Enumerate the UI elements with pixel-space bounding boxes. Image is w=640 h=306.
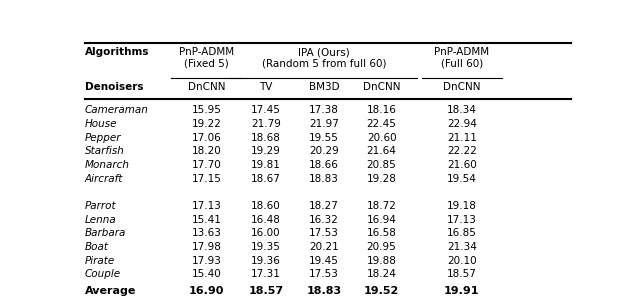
Text: Cameraman: Cameraman <box>85 105 149 115</box>
Text: 16.32: 16.32 <box>309 215 339 225</box>
Text: 17.13: 17.13 <box>447 215 477 225</box>
Text: DnCNN: DnCNN <box>363 82 400 92</box>
Text: 19.55: 19.55 <box>309 133 339 143</box>
Text: 16.94: 16.94 <box>367 215 397 225</box>
Text: 16.85: 16.85 <box>447 228 477 238</box>
Text: 22.22: 22.22 <box>447 146 477 156</box>
Text: BM3D: BM3D <box>308 82 339 92</box>
Text: 20.85: 20.85 <box>367 160 396 170</box>
Text: 17.13: 17.13 <box>191 201 221 211</box>
Text: 16.00: 16.00 <box>251 228 281 238</box>
Text: 20.21: 20.21 <box>309 242 339 252</box>
Text: IPA (Ours)
(Random 5 from full 60): IPA (Ours) (Random 5 from full 60) <box>262 47 386 69</box>
Text: 19.18: 19.18 <box>447 201 477 211</box>
Text: 21.34: 21.34 <box>447 242 477 252</box>
Text: 15.41: 15.41 <box>191 215 221 225</box>
Text: Pepper: Pepper <box>85 133 122 143</box>
Text: PnP-ADMM
(Fixed 5): PnP-ADMM (Fixed 5) <box>179 47 234 69</box>
Text: 17.93: 17.93 <box>191 256 221 266</box>
Text: 18.16: 18.16 <box>367 105 397 115</box>
Text: 19.88: 19.88 <box>367 256 397 266</box>
Text: Parrot: Parrot <box>85 201 116 211</box>
Text: 19.22: 19.22 <box>191 119 221 129</box>
Text: 17.70: 17.70 <box>191 160 221 170</box>
Text: Couple: Couple <box>85 269 121 279</box>
Text: 17.53: 17.53 <box>309 228 339 238</box>
Text: 17.98: 17.98 <box>191 242 221 252</box>
Text: 17.06: 17.06 <box>191 133 221 143</box>
Text: Monarch: Monarch <box>85 160 130 170</box>
Text: 22.45: 22.45 <box>367 119 397 129</box>
Text: 19.54: 19.54 <box>447 174 477 184</box>
Text: 21.79: 21.79 <box>251 119 281 129</box>
Text: 20.10: 20.10 <box>447 256 477 266</box>
Text: 17.38: 17.38 <box>309 105 339 115</box>
Text: Average: Average <box>85 286 136 297</box>
Text: 21.64: 21.64 <box>367 146 397 156</box>
Text: 19.91: 19.91 <box>444 286 479 297</box>
Text: 20.29: 20.29 <box>309 146 339 156</box>
Text: 18.24: 18.24 <box>367 269 397 279</box>
Text: Aircraft: Aircraft <box>85 174 124 184</box>
Text: 17.53: 17.53 <box>309 269 339 279</box>
Text: DnCNN: DnCNN <box>443 82 481 92</box>
Text: House: House <box>85 119 118 129</box>
Text: TV: TV <box>259 82 273 92</box>
FancyBboxPatch shape <box>358 284 405 298</box>
Text: 18.66: 18.66 <box>309 160 339 170</box>
Text: 18.67: 18.67 <box>251 174 281 184</box>
Text: 18.72: 18.72 <box>367 201 397 211</box>
Text: 17.45: 17.45 <box>251 105 281 115</box>
Text: 16.58: 16.58 <box>367 228 397 238</box>
Text: 15.95: 15.95 <box>191 105 221 115</box>
Text: 16.90: 16.90 <box>189 286 224 297</box>
Text: 19.45: 19.45 <box>309 256 339 266</box>
Text: 19.36: 19.36 <box>251 256 281 266</box>
Text: 16.48: 16.48 <box>251 215 281 225</box>
Text: 15.40: 15.40 <box>191 269 221 279</box>
Text: 18.60: 18.60 <box>251 201 281 211</box>
Text: 19.52: 19.52 <box>364 286 399 297</box>
Text: 19.81: 19.81 <box>251 160 281 170</box>
Text: 18.57: 18.57 <box>447 269 477 279</box>
Text: 17.15: 17.15 <box>191 174 221 184</box>
Text: 21.60: 21.60 <box>447 160 477 170</box>
Text: 21.11: 21.11 <box>447 133 477 143</box>
Text: 13.63: 13.63 <box>191 228 221 238</box>
Text: 20.95: 20.95 <box>367 242 396 252</box>
Text: Boat: Boat <box>85 242 109 252</box>
Text: Lenna: Lenna <box>85 215 116 225</box>
Text: Starfish: Starfish <box>85 146 125 156</box>
Text: 17.31: 17.31 <box>251 269 281 279</box>
Text: 22.94: 22.94 <box>447 119 477 129</box>
Text: Denoisers: Denoisers <box>85 82 143 92</box>
Text: 18.68: 18.68 <box>251 133 281 143</box>
Text: 19.29: 19.29 <box>251 146 281 156</box>
Text: 18.27: 18.27 <box>309 201 339 211</box>
Text: DnCNN: DnCNN <box>188 82 225 92</box>
Text: 21.97: 21.97 <box>309 119 339 129</box>
Text: 18.57: 18.57 <box>248 286 284 297</box>
Text: Pirate: Pirate <box>85 256 115 266</box>
Text: 18.83: 18.83 <box>309 174 339 184</box>
Text: 18.34: 18.34 <box>447 105 477 115</box>
Text: PnP-ADMM
(Full 60): PnP-ADMM (Full 60) <box>435 47 490 69</box>
Text: 18.83: 18.83 <box>307 286 342 297</box>
Text: 20.60: 20.60 <box>367 133 396 143</box>
Text: 19.35: 19.35 <box>251 242 281 252</box>
Text: 18.20: 18.20 <box>191 146 221 156</box>
Text: Barbara: Barbara <box>85 228 126 238</box>
Text: 19.28: 19.28 <box>367 174 397 184</box>
Text: Algorithms: Algorithms <box>85 47 150 57</box>
